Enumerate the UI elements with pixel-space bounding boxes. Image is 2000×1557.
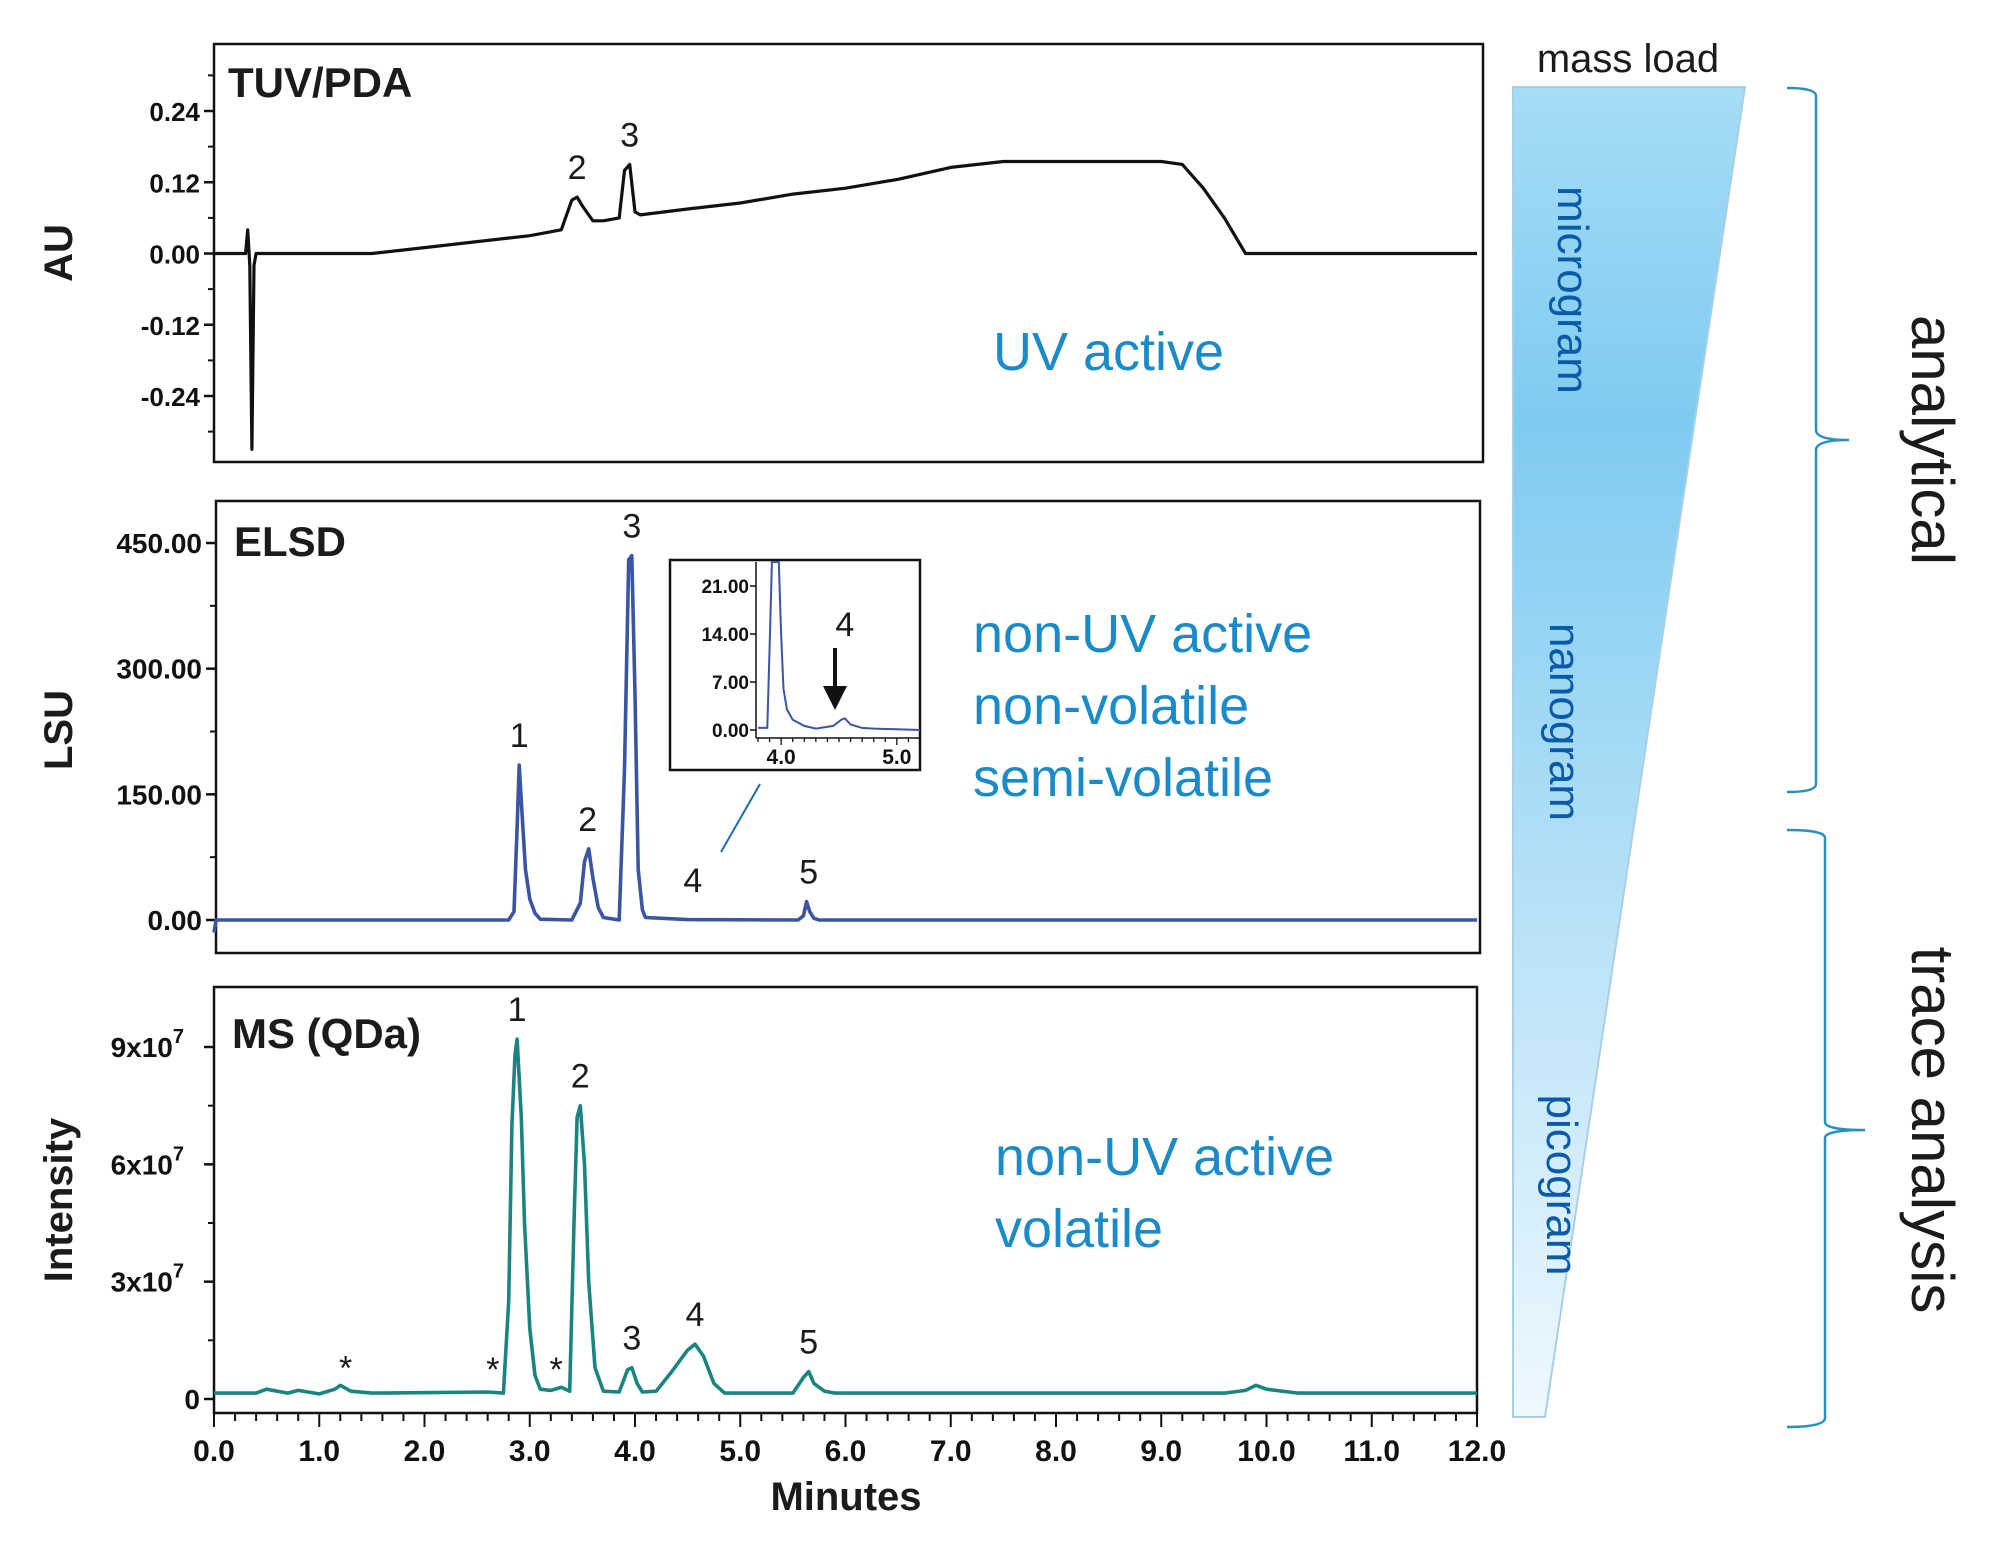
ms-x-tick-label: 6.0 [825,1435,867,1468]
analytical-range-label: analytical [1899,315,1966,565]
ms-y-tick-exponent: 7 [173,1261,184,1283]
ms-peak-label: 3 [622,1320,641,1358]
mass-load-gradient-wedge [1512,86,1747,1418]
tuv-y-tick-label: 0.24 [149,97,200,127]
tuv-peak-labels: 23 [568,116,640,187]
ms-annotation-line-1: non-UV active [995,1127,1334,1187]
ms-asterisk-markers: * * * [339,1349,563,1389]
trace-analysis-bracket [1786,828,1866,1429]
panel-elsd-frame [214,499,1482,955]
elsd-y-tick-label: 450.00 [116,528,202,559]
elsd-peak-label: 2 [578,801,597,839]
ms-x-tick-label: 4.0 [614,1435,656,1468]
ms-x-tick-label: 3.0 [509,1435,551,1468]
ms-asterisk-marker: * [549,1351,562,1389]
elsd-peak-label: 1 [510,717,529,755]
elsd-annotation-line-1: non-UV active [973,604,1312,664]
elsd-panel-title: ELSD [234,518,346,565]
inset-y-tick-label: 21.00 [701,577,749,598]
inset-y-tick-label: 7.00 [712,673,749,694]
ms-x-tick-label: 8.0 [1035,1435,1077,1468]
ms-x-tick-label: 9.0 [1140,1435,1182,1468]
ms-asterisk-marker: * [486,1351,499,1389]
tuv-y-tick-label: 0.12 [149,168,200,198]
elsd-peak-label: 3 [622,508,641,546]
elsd-inset-peak-labels: 4 [835,606,854,644]
mass-load-wedge: mass load microgram nanogram picogram [1512,37,1747,1418]
inset-arrow-down-icon [823,686,847,710]
ms-y-tick-label: 9x107 [111,1026,184,1063]
tuv-peak-label: 2 [568,149,587,187]
elsd-peak-label: 5 [799,854,818,892]
elsd-inset-trace-line [758,561,921,731]
elsd-annotation-line-2: non-volatile [973,676,1249,736]
mass-level-picogram: picogram [1537,1095,1586,1276]
elsd-inset: 21.00 14.00 7.00 0.00 4.0 5.0 4 [668,558,922,853]
panel-elsd: 450.00 300.00 150.00 0.00 ELSD LSU 1 2 3 4 5 no… [37,499,1482,955]
elsd-y-tick-label: 0.00 [148,905,203,936]
elsd-inset-frame [668,558,922,772]
ms-x-tick-label: 1.0 [298,1435,340,1468]
ms-x-tick-label: 11.0 [1343,1435,1400,1468]
ms-asterisk-marker: * [339,1349,352,1387]
ms-y-tick-exponent: 7 [173,1143,184,1165]
panel-tuv: 0.24 0.12 0.00 -0.12 -0.24 TUV/PDA AU 23 UV … [37,42,1485,464]
tuv-peak-label: 3 [620,116,639,154]
elsd-peak-label: 4 [683,862,702,900]
ms-trace-line [214,1037,1477,1396]
tuv-y-tick-label: -0.24 [141,382,201,412]
elsd-y-tick-label: 300.00 [116,654,202,685]
x-axis-title: Minutes [770,1475,921,1519]
ms-y-tick-exponent: 7 [173,1026,184,1048]
ms-x-tick-label: 7.0 [930,1435,972,1468]
ms-peak-label: 5 [799,1324,818,1362]
analytical-bracket [1786,86,1850,794]
ms-panel-title: MS (QDa) [232,1010,421,1057]
ms-x-tick-label: 12.0 [1448,1435,1506,1468]
ms-peak-label: 2 [571,1058,590,1096]
ms-y-tick-label: 6x107 [111,1143,184,1180]
ms-y-tick-label: 0 [184,1384,200,1415]
elsd-y-tick-label: 150.00 [116,779,202,810]
trace-analysis-range-label: trace analysis [1899,947,1966,1314]
tuv-y-tick-label: 0.00 [149,240,200,270]
ms-y-axis: 9x107 6x107 3x107 0 [111,1026,214,1415]
tuv-y-tick-label: -0.12 [141,311,200,341]
tuv-panel-title: TUV/PDA [228,59,412,106]
inset-x-tick-label: 4.0 [767,746,796,769]
ms-y-axis-title: Intensity [37,1117,81,1282]
ms-x-tick-label: 0.0 [193,1435,235,1468]
ms-peak-label: 1 [508,991,527,1029]
tuv-y-axis: 0.24 0.12 0.00 -0.12 -0.24 [141,74,214,433]
panel-ms: 9x107 6x107 3x107 0 0.0 1.0 2.0 3.0 4.0 5.0 6.0 7.… [37,985,1506,1519]
inset-y-tick-label: 14.00 [701,625,749,646]
range-brackets: analytical trace analysis [1786,86,1966,1429]
elsd-annotation-line-3: semi-volatile [973,748,1273,808]
tuv-y-axis-title: AU [37,224,81,282]
elsd-y-axis: 450.00 300.00 150.00 0.00 [116,528,216,936]
inset-y-tick-label: 0.00 [712,721,749,742]
ms-annotation-line-2: volatile [995,1199,1163,1259]
mass-level-microgram: microgram [1548,186,1597,394]
elsd-trace-line [212,553,1477,933]
ms-x-tick-label: 2.0 [404,1435,446,1468]
ms-x-tick-label: 10.0 [1237,1435,1295,1468]
mass-load-header: mass load [1537,37,1719,81]
ms-x-axis: 0.0 1.0 2.0 3.0 4.0 5.0 6.0 7.0 8.0 9.0 10.0 11.0 12… [193,1413,1506,1468]
elsd-inset-axes: 21.00 14.00 7.00 0.00 4.0 5.0 [701,562,921,769]
ms-peak-label: 4 [686,1296,705,1334]
elsd-y-axis-title: LSU [37,690,81,770]
mass-level-nanogram: nanogram [1540,623,1589,821]
ms-y-tick-label: 3x107 [111,1261,184,1298]
tuv-trace-line [214,159,1477,451]
ms-peak-labels: 1 2 3 4 5 [508,991,818,1361]
ms-x-tick-label: 5.0 [719,1435,761,1468]
inset-x-tick-label: 5.0 [882,746,911,769]
inset-leader-line [720,783,761,853]
elsd-peak-labels: 1 2 3 4 5 [510,508,818,900]
tuv-annotation-line-1: UV active [993,322,1224,382]
inset-peak-label: 4 [835,606,854,644]
